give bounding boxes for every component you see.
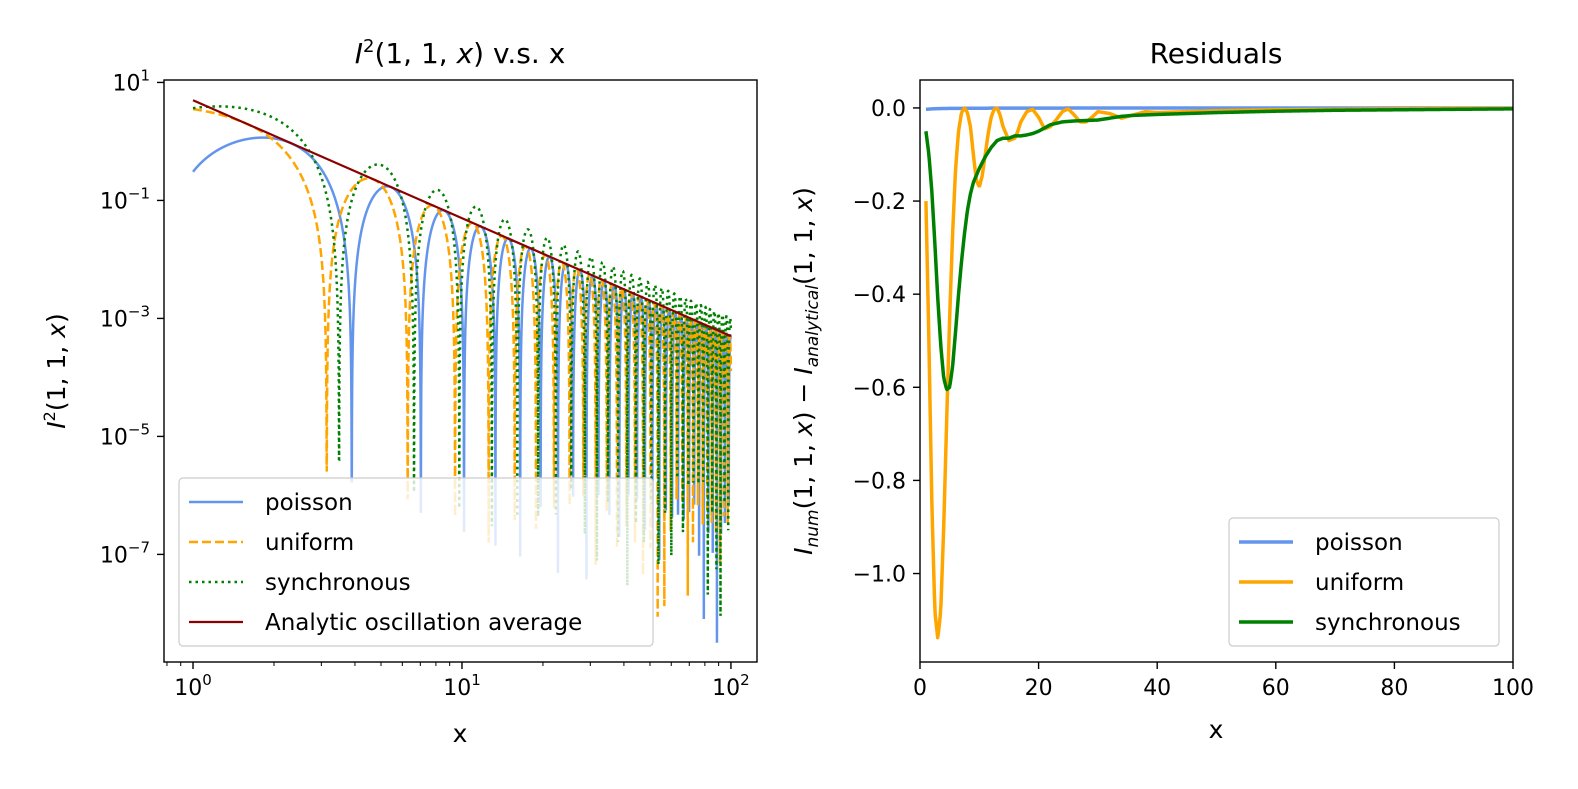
left-series-uniform (192, 107, 733, 617)
right-x-tick-label: 20 (1025, 676, 1053, 701)
right-axes-frame (919, 79, 1514, 663)
right-legend-box (1228, 517, 1500, 647)
right-y-tick-label: −0.4 (853, 283, 906, 308)
right-y-tick-label: −0.6 (853, 376, 906, 401)
left-chart: I2(1, 1, x) v.s. x 100 101 10210110−110−31… (40, 36, 758, 748)
right-x-axis-label: x (1209, 715, 1224, 744)
left-y-tick-label: 10−1 (100, 184, 150, 214)
right-y-tick-label: −1.0 (853, 563, 906, 588)
right-y-tick-label: −0.2 (853, 190, 906, 215)
left-axes: 100 101 102 101 10−1 10−3 10−5 10−7 (100, 66, 750, 701)
right-y-axis-label: Inum(1, 1, x) − Ianalytical(1, 1, x) (789, 187, 823, 555)
right-chart-title: Residuals (1150, 37, 1283, 70)
right-axes: 0 20 40 60 80 100 0.0 −0.2 −0.4 −0.6 −0.8 −1.0 (853, 97, 1534, 701)
right-x-tick-label: 40 (1143, 676, 1171, 701)
right-series-group (924, 106, 1513, 640)
left-y-axis-label: I2(1, 1, x) (40, 313, 71, 428)
right-chart: Residuals 0 20 40 60 80 100 0.0 −0.2 −0.4 −0.6 −0.… (789, 37, 1534, 744)
right-x-tick-label: 60 (1262, 676, 1290, 701)
left-y-tick-label: 101 (112, 66, 150, 96)
right-x-tick-label: 80 (1380, 676, 1408, 701)
right-legend: poisson uniform synchronous (1228, 517, 1500, 647)
left-legend-box (178, 477, 654, 647)
left-series-synchronous (192, 105, 733, 616)
right-legend-label-poisson: poisson (1315, 530, 1403, 556)
right-x-tick-label: 100 (1492, 676, 1534, 701)
left-series-analytic-oscillation-average (192, 99, 732, 338)
left-y-tick-label: 10−5 (100, 420, 150, 450)
left-x-axis-label: x (453, 719, 468, 748)
left-legend-label-poisson: poisson (265, 490, 353, 516)
left-axes-frame (163, 79, 758, 663)
left-legend-label-analytic-average: Analytic oscillation average (265, 610, 582, 636)
left-x-tick-label: 100 (174, 671, 212, 701)
right-x-tick-label: 0 (913, 676, 927, 701)
left-legend: poisson uniform synchronous Analytic osc… (178, 477, 654, 647)
left-x-tick-label: 101 (443, 671, 481, 701)
left-x-tick-label: 102 (712, 671, 750, 701)
left-y-tick-label: 10−7 (100, 538, 150, 568)
left-chart-title: I2(1, 1, x) v.s. x (355, 36, 566, 70)
right-legend-label-uniform: uniform (1315, 570, 1404, 596)
left-y-tick-label: 10−3 (100, 302, 150, 332)
right-y-tick-label: 0.0 (871, 97, 906, 122)
right-y-tick-label: −0.8 (853, 469, 906, 494)
left-legend-label-synchronous: synchronous (265, 570, 411, 596)
right-series-synchronous (924, 107, 1513, 392)
left-legend-label-uniform: uniform (265, 530, 354, 556)
left-series-group (192, 99, 733, 643)
right-legend-label-synchronous: synchronous (1315, 610, 1461, 636)
